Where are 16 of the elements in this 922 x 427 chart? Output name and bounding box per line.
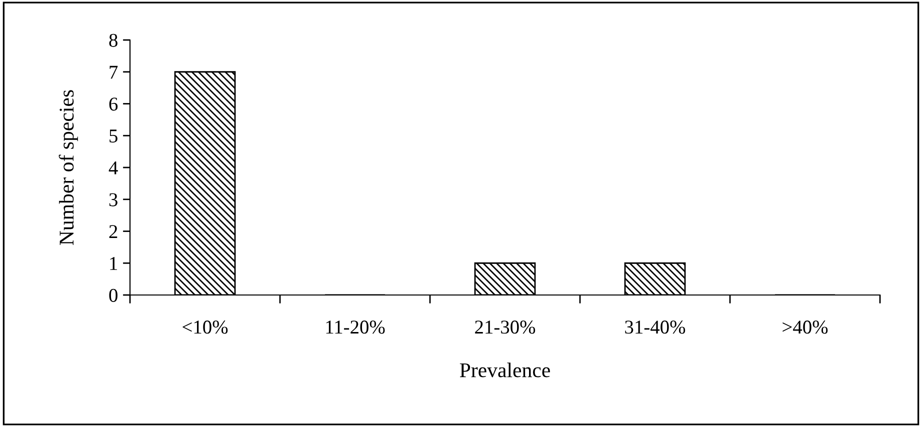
x-tick-label: >40% <box>782 320 828 334</box>
y-tick-label: 5 <box>110 130 118 143</box>
y-tick-label: 7 <box>110 66 118 79</box>
x-tick-label: <10% <box>182 320 228 334</box>
x-tick-label: 21-30% <box>475 320 536 334</box>
y-tick-label: 4 <box>108 161 118 174</box>
y-tick-label: 2 <box>109 225 118 238</box>
y-axis-title: Number of species <box>58 90 78 246</box>
y-tick-label: 3 <box>109 193 118 206</box>
x-axis-title: Prevalence <box>460 362 550 378</box>
x-tick-label: 31-40% <box>625 320 686 334</box>
x-tick-label: 11-20% <box>326 320 385 334</box>
y-tick-label: 0 <box>109 288 118 302</box>
y-tick-label: 8 <box>109 34 118 47</box>
y-tick-label: 1 <box>110 257 118 270</box>
y-tick-label: 6 <box>109 98 118 111</box>
